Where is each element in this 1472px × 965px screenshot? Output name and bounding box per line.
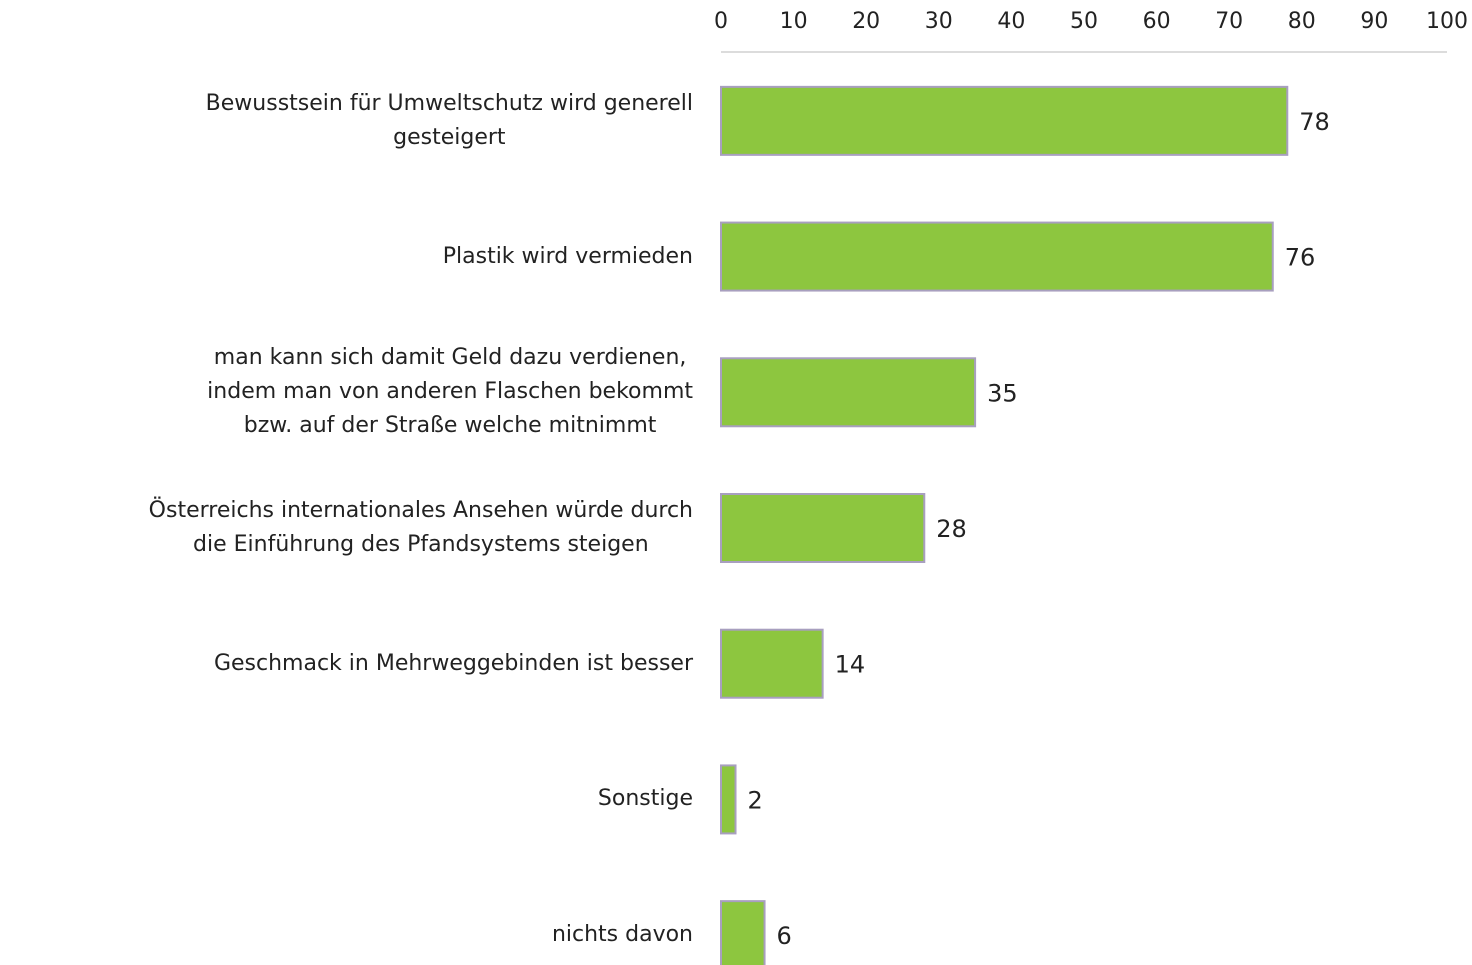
category-label: Sonstige: [597, 786, 693, 812]
x-tick-label: 60: [1143, 9, 1171, 34]
category-label: nichts davon: [551, 922, 693, 948]
category-label: man kann sich damit Geld dazu verdienen,…: [207, 345, 693, 439]
value-label: 6: [777, 922, 792, 950]
x-tick-label: 40: [997, 9, 1025, 34]
value-label: 28: [936, 515, 967, 543]
x-tick-label: 20: [852, 9, 880, 34]
x-tick-label: 80: [1288, 9, 1316, 34]
value-label: 14: [835, 651, 866, 679]
bar: [720, 357, 977, 428]
bar: [720, 900, 766, 965]
bar: [720, 221, 1274, 292]
value-label: 78: [1299, 108, 1330, 136]
x-tick-label: 100: [1426, 9, 1468, 34]
x-tick-label: 0: [714, 9, 728, 34]
bar: [720, 493, 926, 563]
bar: [720, 628, 824, 699]
x-tick-label: 70: [1215, 9, 1243, 34]
category-label: Geschmack in Mehrweggebinden ist besser: [213, 650, 693, 676]
x-tick-label: 10: [780, 9, 808, 34]
x-tick-label: 50: [1070, 9, 1098, 34]
bar: [720, 764, 737, 835]
value-label: 2: [748, 786, 763, 814]
x-tick-label: 30: [925, 9, 953, 34]
category-label: Österreichs internationales Ansehen würd…: [148, 498, 693, 557]
category-label: Plastik wird vermieden: [442, 243, 693, 269]
value-label: 35: [987, 379, 1018, 407]
bar: [720, 85, 1289, 156]
x-tick-label: 90: [1360, 9, 1388, 34]
category-label: Bewusstsein für Umweltschutz wird genere…: [205, 90, 693, 150]
value-label: 76: [1285, 244, 1316, 272]
